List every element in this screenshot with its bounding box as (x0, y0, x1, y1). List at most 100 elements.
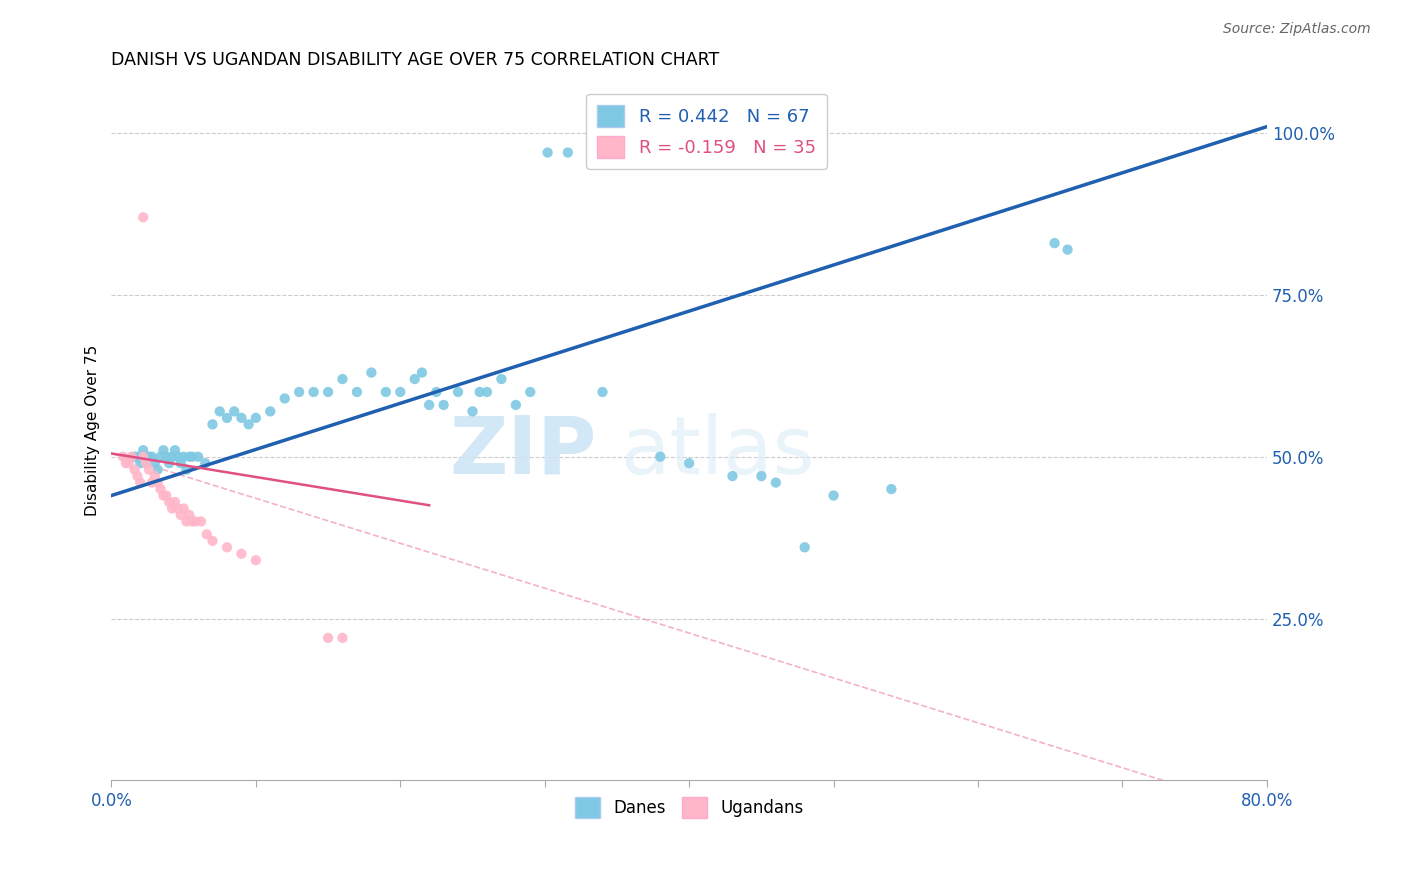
Point (536, 145, 558, 160)
Point (491, 372, 513, 386)
Point (152, 443, 174, 458)
Point (157, 456, 180, 470)
Legend: Danes, Ugandans: Danes, Ugandans (568, 790, 810, 824)
Point (411, 366, 433, 380)
Point (592, 384, 614, 399)
Point (160, 450, 183, 464)
Point (1043, 236, 1066, 251)
Point (1056, 243, 1078, 257)
Point (181, 450, 204, 464)
Point (141, 450, 163, 464)
Point (274, 392, 297, 406)
Point (173, 450, 195, 464)
Point (127, 469, 149, 483)
Point (302, 384, 325, 399)
Point (793, 541, 815, 555)
Point (201, 417, 224, 432)
Point (288, 384, 311, 399)
Point (132, 443, 155, 458)
Point (127, 450, 149, 464)
Point (187, 450, 209, 464)
Point (143, 456, 166, 470)
Point (418, 398, 440, 412)
Point (231, 547, 253, 561)
Point (135, 456, 157, 470)
Point (143, 469, 166, 483)
Point (146, 475, 169, 490)
Text: ZIP: ZIP (450, 413, 596, 491)
Point (163, 495, 186, 509)
Point (316, 631, 339, 645)
Point (176, 463, 198, 477)
Point (880, 482, 903, 496)
Point (557, 145, 579, 160)
Point (425, 384, 447, 399)
Point (155, 450, 177, 464)
Point (155, 489, 177, 503)
Point (176, 515, 198, 529)
Point (505, 398, 527, 412)
Point (129, 475, 152, 490)
Point (118, 456, 141, 470)
Point (135, 456, 157, 470)
Point (404, 372, 426, 386)
Point (346, 384, 368, 399)
Point (163, 443, 186, 458)
Point (238, 417, 260, 432)
Point (332, 372, 354, 386)
Point (259, 404, 281, 418)
Point (721, 469, 744, 483)
Point (149, 482, 172, 496)
Point (245, 410, 267, 425)
Point (152, 489, 174, 503)
Point (468, 384, 491, 399)
Point (224, 404, 246, 418)
Point (316, 384, 339, 399)
Point (215, 541, 238, 555)
Point (170, 456, 193, 470)
Point (433, 398, 456, 412)
Point (447, 384, 470, 399)
Point (166, 450, 188, 464)
Point (389, 384, 412, 399)
Text: DANISH VS UGANDAN DISABILITY AGE OVER 75 CORRELATION CHART: DANISH VS UGANDAN DISABILITY AGE OVER 75… (111, 51, 720, 69)
Point (124, 463, 146, 477)
Point (138, 463, 160, 477)
Point (190, 515, 212, 529)
Point (111, 450, 134, 464)
Point (138, 450, 160, 464)
Point (124, 450, 146, 464)
Point (157, 495, 180, 509)
Point (179, 450, 201, 464)
Point (195, 527, 218, 541)
Point (823, 489, 845, 503)
Point (374, 384, 396, 399)
Point (751, 469, 773, 483)
Point (678, 456, 700, 470)
Point (215, 410, 238, 425)
Y-axis label: Disability Age Over 75: Disability Age Over 75 (86, 345, 100, 516)
Point (121, 450, 143, 464)
Point (132, 450, 155, 464)
Point (129, 456, 152, 470)
Point (141, 475, 163, 490)
Point (245, 553, 267, 567)
Point (184, 515, 207, 529)
Point (201, 533, 224, 548)
Point (475, 384, 498, 399)
Point (170, 508, 193, 522)
Point (461, 404, 484, 418)
Point (765, 475, 787, 490)
Point (1286, 132, 1309, 146)
Point (115, 456, 138, 470)
Point (208, 404, 231, 418)
Text: Source: ZipAtlas.com: Source: ZipAtlas.com (1223, 22, 1371, 37)
Point (360, 366, 382, 380)
Point (146, 463, 169, 477)
Point (149, 450, 172, 464)
Point (332, 631, 354, 645)
Point (231, 410, 253, 425)
Point (181, 515, 204, 529)
Point (194, 456, 217, 470)
Point (173, 501, 195, 516)
